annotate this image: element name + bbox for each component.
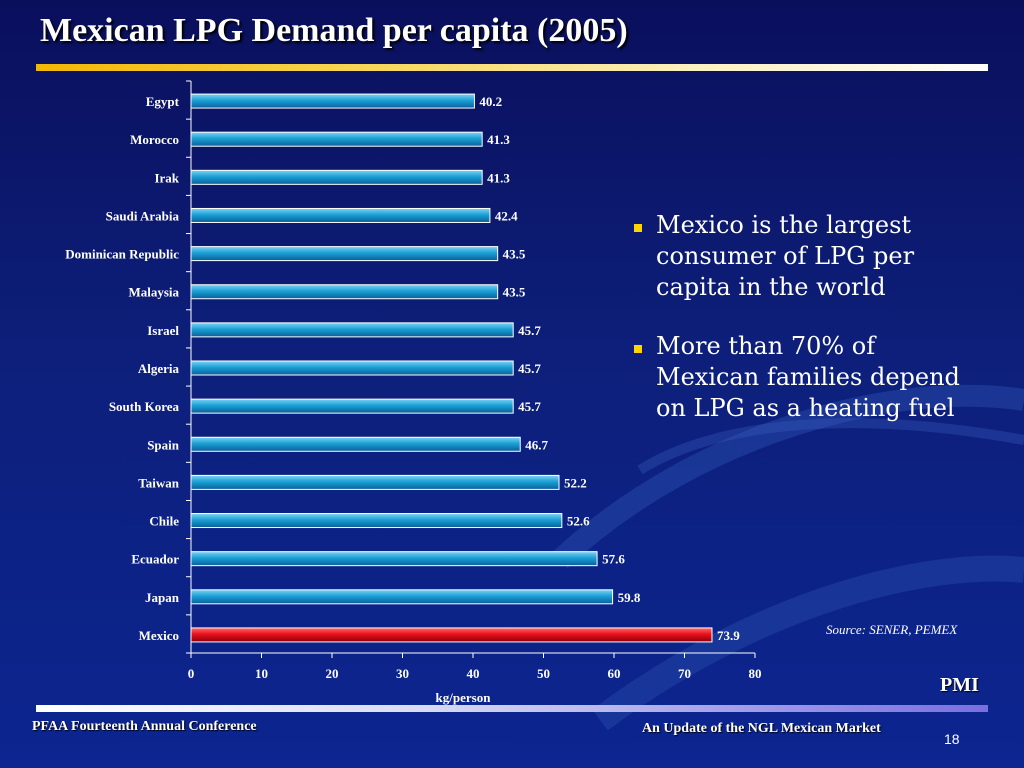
footer-conference: PFAA Fourteenth Annual Conference	[32, 719, 257, 734]
x-tick-label: 40	[467, 666, 480, 681]
data-label: 43.5	[503, 247, 526, 262]
bar-morocco	[190, 131, 483, 147]
bar-spain	[190, 436, 521, 452]
data-label: 45.7	[518, 361, 541, 376]
x-tick-label: 0	[188, 666, 195, 681]
pmi-logo: PMI	[940, 674, 979, 696]
bullet-text: Mexico is the largest consumer of LPG pe…	[656, 211, 915, 301]
bullet-item: More than 70% of Mexican families depend…	[628, 331, 968, 424]
category-label: South Korea	[109, 399, 180, 414]
category-label: Taiwan	[138, 475, 179, 490]
bullet-square-icon	[634, 224, 642, 232]
category-label: Dominican Republic	[65, 247, 179, 262]
page-number: 18	[944, 731, 960, 747]
bar-ecuador	[190, 551, 598, 567]
category-label: Israel	[147, 323, 179, 338]
data-label: 52.6	[567, 514, 590, 529]
bar-egypt	[190, 93, 475, 109]
category-label: Chile	[149, 514, 179, 529]
x-tick-label: 70	[678, 666, 691, 681]
x-tick-label: 60	[608, 666, 621, 681]
bar-taiwan	[190, 474, 560, 490]
category-label: Egypt	[146, 94, 180, 109]
data-label: 45.7	[518, 323, 541, 338]
data-label: 46.7	[525, 437, 548, 452]
footer-divider	[36, 705, 988, 712]
data-label: 40.2	[479, 94, 502, 109]
bar-algeria	[190, 360, 514, 376]
bar-saudi-arabia	[190, 207, 491, 223]
category-label: Mexico	[139, 628, 179, 643]
x-tick-label: 20	[326, 666, 339, 681]
category-label: Saudi Arabia	[106, 208, 180, 223]
x-tick-label: 50	[537, 666, 550, 681]
category-label: Algeria	[138, 361, 180, 376]
data-label: 42.4	[495, 208, 518, 223]
bar-dominican-republic	[190, 246, 499, 262]
category-label: Japan	[145, 590, 180, 605]
bullet-text: More than 70% of Mexican families depend…	[656, 332, 960, 422]
bar-malaysia	[190, 284, 499, 300]
data-label: 52.2	[564, 475, 587, 490]
bullet-item: Mexico is the largest consumer of LPG pe…	[628, 210, 968, 303]
footer-presentation-title: An Update of the NGL Mexican Market	[642, 721, 881, 736]
title-divider	[36, 64, 988, 71]
bar-japan	[190, 589, 614, 605]
bar-chile	[190, 513, 563, 529]
data-label: 41.3	[487, 170, 510, 185]
x-tick-label: 10	[255, 666, 268, 681]
x-tick-label: 30	[396, 666, 409, 681]
category-label: Morocco	[130, 132, 179, 147]
data-label: 41.3	[487, 132, 510, 147]
data-label: 59.8	[618, 590, 641, 605]
category-label: Malaysia	[128, 285, 179, 300]
data-label: 57.6	[602, 552, 625, 567]
category-label: Ecuador	[131, 552, 179, 567]
bullet-square-icon	[634, 345, 642, 353]
category-label: Irak	[154, 170, 179, 185]
bullet-list: Mexico is the largest consumer of LPG pe…	[628, 210, 968, 452]
data-label: 45.7	[518, 399, 541, 414]
bar-irak	[190, 169, 483, 185]
data-label: 73.9	[717, 628, 740, 643]
category-label: Spain	[147, 437, 180, 452]
x-tick-label: 80	[749, 666, 762, 681]
x-axis-label: kg/person	[436, 690, 492, 705]
source-note: Source: SENER, PEMEX	[826, 622, 958, 637]
slide-title: Mexican LPG Demand per capita (2005)	[40, 12, 628, 49]
data-label: 43.5	[503, 285, 526, 300]
bar-south-korea	[190, 398, 514, 414]
bar-mexico	[190, 627, 713, 643]
bar-israel	[190, 322, 514, 338]
